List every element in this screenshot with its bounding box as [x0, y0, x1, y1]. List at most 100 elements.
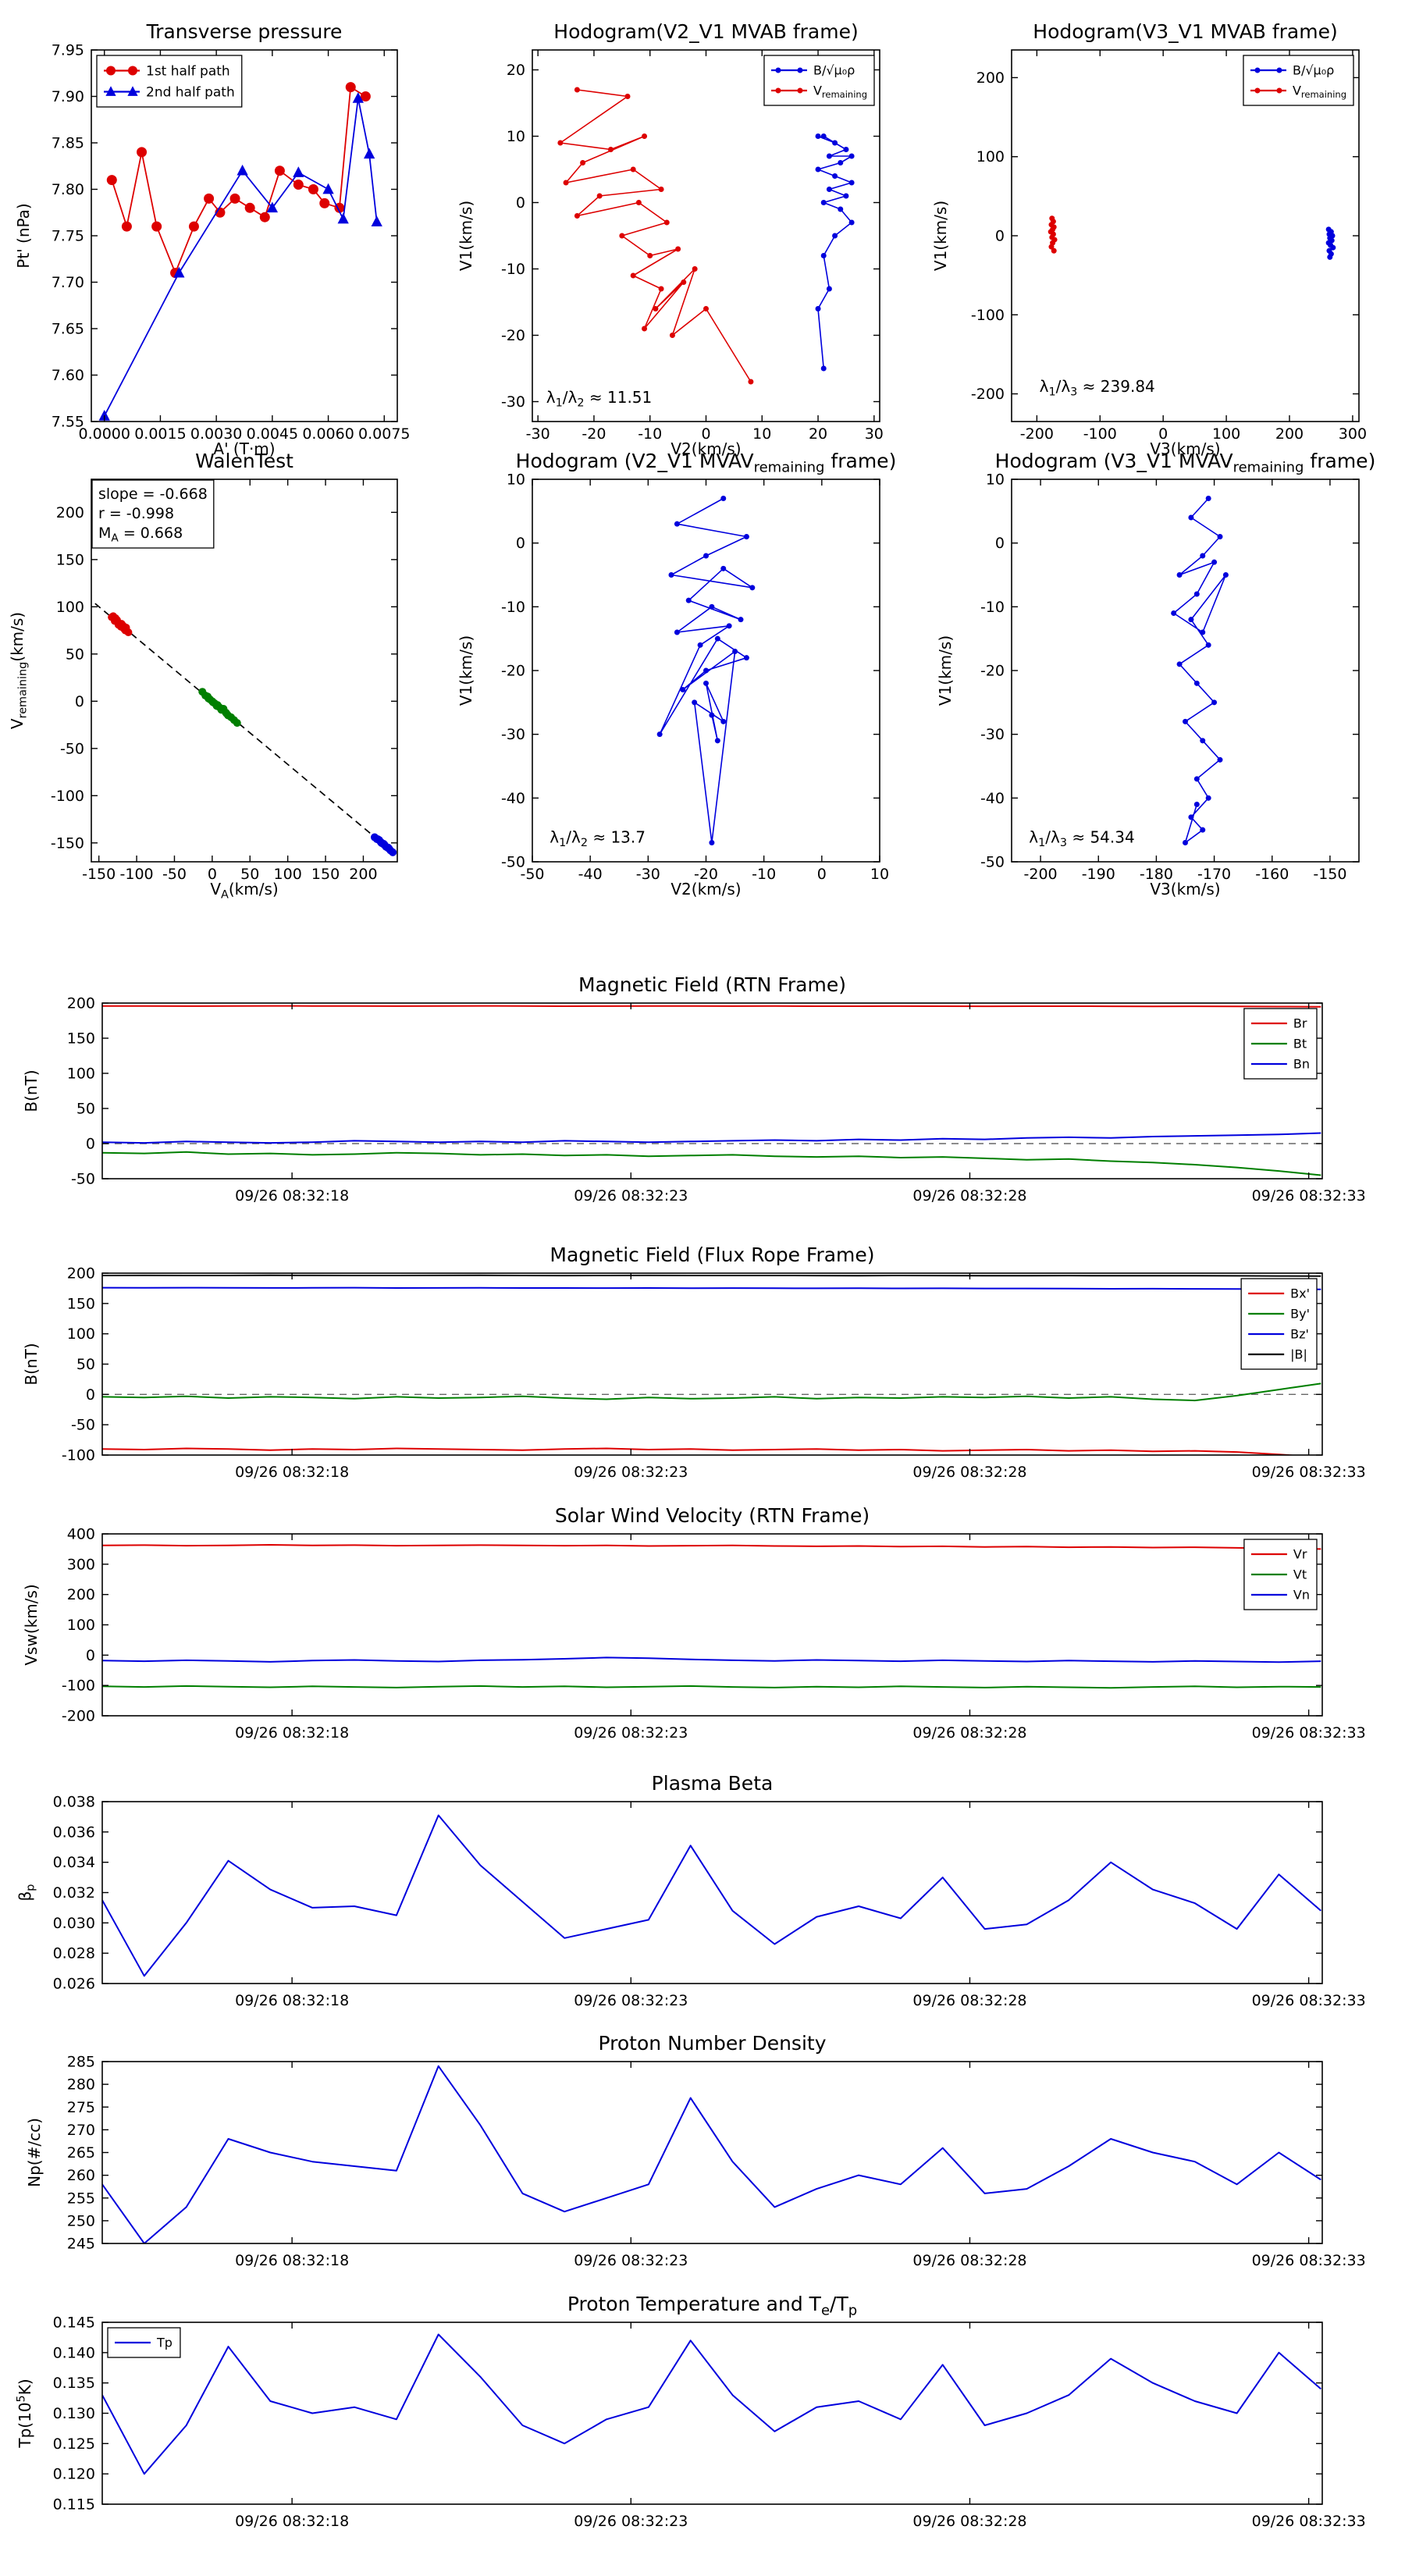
y-tick-label: -100	[971, 307, 1005, 324]
chart-plasma-beta: 09/26 08:32:18 09/26 08:32:23 09/26 08:32:…	[16, 1772, 1366, 2009]
y-tick-label: 265	[67, 2144, 95, 2161]
annotation: λ1/λ3 ≈ 239.84	[1040, 377, 1155, 398]
x-tick-label: 09/26 08:32:33	[1252, 2252, 1366, 2269]
x-tick-label: -40	[578, 866, 603, 883]
x-tick-label: -30	[636, 866, 660, 883]
y-tick-label: 0	[516, 535, 525, 552]
x-tick-label: -50	[162, 866, 187, 883]
y-tick-label: 50	[76, 1356, 95, 1373]
x-tick-label: 09/26 08:32:18	[235, 1724, 349, 1742]
x-tick-label: -20	[582, 425, 606, 443]
axes-frame	[91, 479, 398, 863]
y-tick-label: 250	[67, 2212, 95, 2229]
y-tick-label: 245	[67, 2236, 95, 2253]
legend: Tp	[107, 2327, 181, 2358]
y-tick-label: 0.030	[53, 1915, 95, 1932]
y-tick-label: -10	[501, 599, 525, 616]
x-tick-label: 09/26 08:32:23	[574, 1724, 688, 1742]
x-tick-label: 09/26 08:32:18	[235, 2252, 349, 2269]
legend-label: Bx'	[1290, 1286, 1310, 1301]
y-tick-label: 100	[56, 599, 84, 616]
legend-label: Vn	[1293, 1588, 1310, 1603]
x-tick-label: 10	[870, 866, 889, 883]
x-tick-label: -50	[520, 866, 544, 883]
y-tick-label: 100	[67, 1617, 95, 1634]
axes-frame	[101, 1533, 1323, 1717]
x-tick-label: 09/26 08:32:23	[574, 2252, 688, 2269]
y-tick-label: 0.034	[53, 1854, 95, 1871]
x-tick-label: 09/26 08:32:33	[1252, 1187, 1366, 1204]
x-tick-label: -100	[120, 866, 154, 883]
chart-title: Magnetic Field (Flux Rope Frame)	[550, 1244, 874, 1266]
y-tick-label: -50	[501, 854, 525, 871]
x-tick-label: -10	[752, 866, 776, 883]
y-tick-label: 0.032	[53, 1884, 95, 1902]
y-tick-label: 20	[507, 62, 525, 79]
x-tick-label: 09/26 08:32:28	[912, 1992, 1026, 2009]
legend-label: 1st half path	[146, 63, 230, 79]
x-axis-label: V3(km/s)	[1150, 880, 1220, 898]
chart-title: Solar Wind Velocity (RTN Frame)	[555, 1504, 870, 1527]
x-tick-label: -10	[638, 425, 662, 443]
x-tick-label: 10	[752, 425, 771, 443]
chart-title: Magnetic Field (RTN Frame)	[578, 973, 846, 996]
y-tick-label: -150	[51, 834, 84, 852]
y-tick-label: -30	[980, 726, 1005, 743]
y-tick-label: 7.65	[52, 321, 84, 338]
legend-label: Tp	[156, 2336, 173, 2350]
y-axis-label: V1(km/s)	[936, 635, 955, 706]
y-tick-label: 100	[67, 1066, 95, 1083]
chart-title: Hodogram(V2_V1 MVAB frame)	[553, 20, 858, 43]
stats-line: MA = 0.668	[98, 525, 183, 544]
y-tick-label: -50	[980, 854, 1005, 871]
legend-label: 2nd half path	[146, 84, 235, 100]
chart-hodogram-v3v1-mvav: -200 -190 -180 -170 -160 -150 -50 -40 -30 -20 -10 0…	[936, 450, 1375, 898]
x-tick-label: 100	[1212, 425, 1240, 443]
chart-mag-rtn: 09/26 08:32:18 09/26 08:32:23 09/26 08:32:…	[22, 973, 1366, 1204]
y-tick-label: 100	[976, 148, 1005, 165]
axes-frame	[101, 2061, 1323, 2244]
x-tick-label: 0.0000	[78, 425, 130, 443]
y-axis-label: V1(km/s)	[931, 201, 950, 271]
y-tick-label: 7.90	[52, 88, 84, 105]
y-axis-label: V1(km/s)	[457, 201, 475, 271]
x-tick-label: 09/26 08:32:33	[1252, 1992, 1366, 2009]
x-tick-label: 0.0030	[190, 425, 242, 443]
x-tick-label: 09/26 08:32:18	[235, 2513, 349, 2530]
x-tick-label: -180	[1140, 866, 1173, 883]
chart-transverse-pressure: 0.0000 0.0015 0.0030 0.0045 0.0060 0.0075 7.55…	[14, 20, 411, 458]
y-tick-label: 10	[986, 471, 1005, 489]
annotation: λ1/λ2 ≈ 13.7	[550, 828, 646, 849]
y-tick-label: -40	[501, 790, 525, 807]
legend-label: Bn	[1293, 1057, 1310, 1072]
x-tick-label: 0.0075	[358, 425, 410, 443]
y-tick-label: 0.120	[53, 2466, 95, 2483]
y-axis-label: Vremaining(km/s)	[8, 612, 29, 729]
x-tick-label: 20	[809, 425, 827, 443]
y-axis-label: Tp(105K)	[15, 2379, 34, 2448]
y-tick-label: 280	[67, 2076, 95, 2094]
axes-frame	[1011, 49, 1360, 422]
x-tick-label: 09/26 08:32:23	[574, 1464, 688, 1481]
y-tick-label: 0.145	[53, 2314, 95, 2332]
axes-frame	[101, 1801, 1323, 1984]
axes-frame	[101, 2322, 1323, 2505]
chart-hodogram-v3v1-mvab: -200 -100 0 100 200 300 -200 -100 0 100 200 Hodogra…	[931, 20, 1367, 458]
x-tick-label: 30	[865, 425, 884, 443]
x-tick-label: 09/26 08:32:33	[1252, 2513, 1366, 2530]
y-tick-label: -100	[62, 1447, 95, 1464]
y-tick-label: 200	[67, 995, 95, 1012]
x-tick-label: -150	[1313, 866, 1346, 883]
x-axis-label: VA(km/s)	[210, 880, 278, 901]
y-tick-label: -20	[501, 663, 525, 680]
y-tick-label: -30	[501, 726, 525, 743]
y-tick-label: 7.60	[52, 367, 84, 384]
y-tick-label: -100	[51, 788, 84, 805]
chart-title: Proton Temperature and Te/Tp	[567, 2293, 857, 2319]
legend-label: Vremaining	[813, 84, 867, 101]
legend-label: Vremaining	[1293, 84, 1346, 101]
y-tick-label: 0	[86, 1136, 95, 1153]
y-tick-label: 0.115	[53, 2496, 95, 2514]
